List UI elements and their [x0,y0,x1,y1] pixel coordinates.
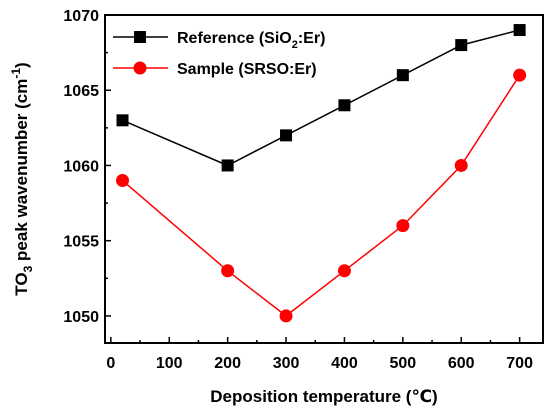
data-point [337,264,351,278]
data-point [116,114,129,127]
data-point [116,174,130,188]
legend-label-text: Reference (SiO [177,30,292,47]
legend-label: Reference (SiO2:Er) [177,30,325,51]
y-axis-title-prefix: TO [12,272,31,295]
y-tick-label: 1070 [63,8,99,25]
x-axis-title: Deposition temperature (℃) [210,387,437,406]
data-point [513,24,526,37]
y-tick-label: 1050 [63,309,99,326]
data-point [513,68,527,82]
y-axis-title-superscript: -1 [9,68,23,79]
data-point [396,219,410,233]
legend-label: Sample (SRSO:Er) [177,61,317,78]
legend-marker [134,31,146,43]
y-axis-title: TO3 peak wavenumber (cm-1) [9,62,35,295]
x-tick-label: 200 [214,355,241,372]
y-tick-label: 1060 [63,158,99,175]
y-axis-title-middle: peak wavenumber (cm [12,79,31,266]
x-tick-label: 100 [156,355,183,372]
legend-label-text: Sample (SRSO:Er) [177,61,317,78]
y-axis-title-suffix: ) [12,62,31,68]
data-point [396,69,409,82]
series-line [122,74,521,317]
x-axis: 0 100 200 300 400 500 600 700 [106,337,533,372]
legend-item: Reference (SiO2:Er) [113,30,325,51]
series-layer [116,24,527,323]
x-tick-label: 700 [506,355,533,372]
data-point [280,129,293,142]
x-tick-label: 0 [106,355,115,372]
data-point [221,264,235,278]
y-tick-label: 1055 [63,234,99,251]
legend-item: Sample (SRSO:Er) [113,61,317,78]
data-point [338,99,351,112]
series-0 [116,24,526,172]
legend-label-suffix: :Er) [298,30,326,47]
legend-label-subscript: 2 [292,39,298,51]
legend-marker [133,61,147,75]
data-point [454,158,468,172]
y-axis-title-subscript: 3 [21,265,35,272]
x-tick-label: 500 [389,355,416,372]
x-tick-label: 600 [448,355,475,372]
data-point [221,159,234,172]
plot-frame [104,14,544,344]
x-tick-label: 300 [273,355,300,372]
x-tick-label: 400 [331,355,358,372]
data-point [279,309,293,323]
y-tick-label: 1065 [63,83,99,100]
legend: Reference (SiO2:Er) Sample (SRSO:Er) [113,30,325,78]
y-axis: 1050 1055 1060 1065 1070 [63,8,111,326]
series-1 [116,68,527,323]
data-point [455,39,468,52]
